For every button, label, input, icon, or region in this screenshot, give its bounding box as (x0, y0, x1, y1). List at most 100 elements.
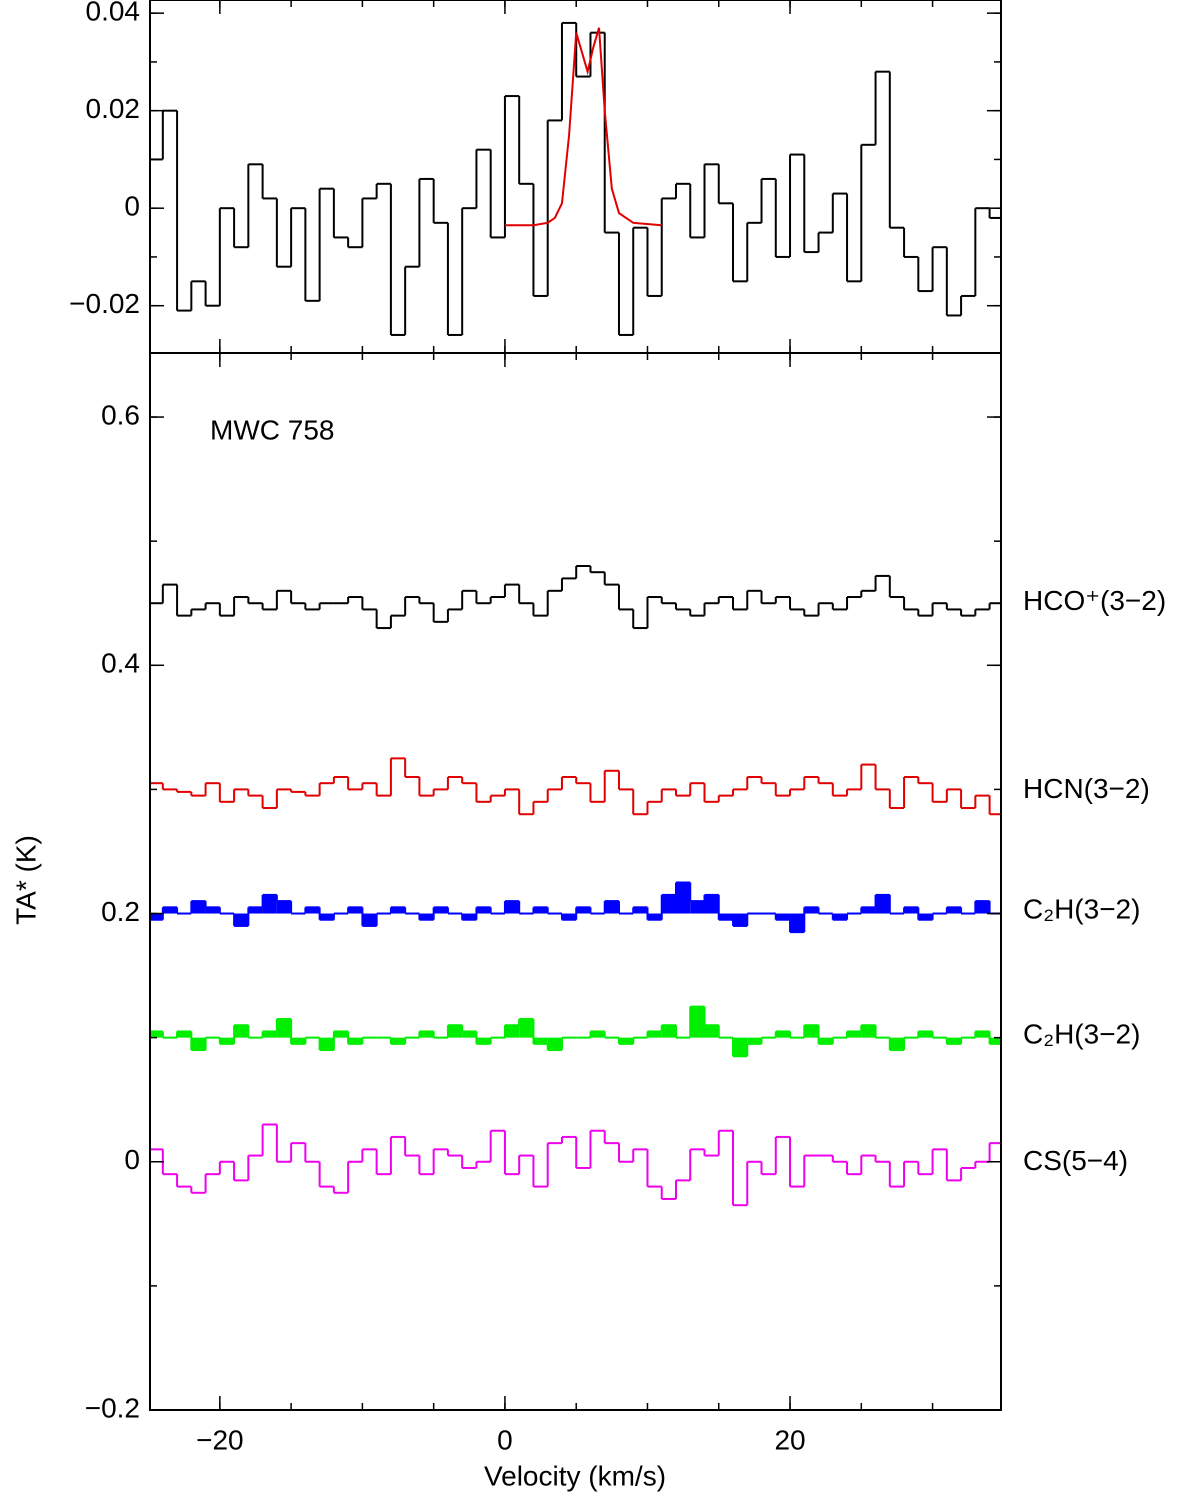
channel-fill (690, 901, 705, 914)
channel-fill (832, 913, 848, 920)
x-tick-label: 20 (774, 1424, 805, 1455)
channel-fill (262, 1031, 277, 1038)
channel-fill (333, 1031, 349, 1038)
channel-fill (390, 1037, 406, 1044)
channel-fill (234, 913, 249, 926)
y-tick-label: 0 (124, 191, 140, 222)
series-label: C₂H(3−2) (1023, 1018, 1140, 1049)
channel-fill (234, 1025, 249, 1038)
panel-frame (149, 352, 1002, 1411)
channel-fill (875, 894, 890, 914)
step-riser (161, 565, 991, 629)
channel-fill (590, 1031, 605, 1038)
channel-fill (276, 901, 292, 914)
channel-fill (576, 907, 591, 914)
channel-fill (262, 894, 277, 914)
step-riser (161, 1006, 991, 1057)
channel-fill (219, 1037, 235, 1044)
x-tick-label: 0 (497, 1424, 513, 1455)
channel-fill (561, 913, 577, 920)
x-tick-label: −20 (196, 1424, 244, 1455)
series-label: CS(5−4) (1023, 1145, 1128, 1176)
channel-fill (647, 913, 662, 920)
channel-fill (804, 1025, 819, 1038)
channel-fill (305, 907, 320, 914)
channel-fill (191, 1037, 206, 1051)
channel-fill (533, 1037, 548, 1044)
channel-fill (504, 1025, 520, 1038)
channel-fill (433, 907, 448, 914)
channel-fill (348, 1037, 363, 1044)
channel-fill (861, 1025, 876, 1038)
channel-fill (661, 1025, 676, 1038)
channel-fill (975, 1031, 990, 1038)
channel-fill (661, 894, 676, 914)
y-tick-label: −0.02 (69, 288, 140, 319)
channel-fill (889, 1037, 905, 1051)
channel-fill (790, 913, 805, 933)
channel-fill (861, 907, 876, 914)
channel-fill (747, 1037, 762, 1044)
channel-fill (276, 1019, 292, 1038)
channel-fill (904, 907, 919, 914)
channel-fill (647, 1031, 662, 1038)
channel-fill (918, 1031, 933, 1038)
step-riser (161, 22, 991, 335)
y-tick-label: 0.6 (101, 399, 140, 430)
channel-fill (390, 907, 406, 914)
channel-fill (319, 913, 334, 920)
channel-fill (476, 907, 491, 914)
series-label: C₂H(3−2) (1023, 893, 1140, 924)
y-axis-label: TA* (K) (10, 835, 41, 925)
channel-fill (547, 1037, 562, 1051)
channel-fill (804, 907, 819, 914)
channel-fill (733, 1037, 748, 1057)
channel-fill (818, 1037, 833, 1044)
channel-fill (946, 1037, 962, 1044)
channel-fill (618, 1037, 634, 1044)
channel-fill (191, 901, 206, 914)
plot-area (150, 21, 1001, 336)
channel-fill (847, 1031, 862, 1038)
channel-fill (150, 913, 163, 920)
channel-fill (177, 1031, 192, 1038)
channel-fill (704, 894, 719, 914)
channel-fill (989, 1037, 1001, 1044)
y-tick-label: 0.4 (101, 648, 140, 679)
channel-fill (504, 901, 520, 914)
channel-fill (633, 907, 648, 914)
channel-fill (533, 907, 548, 914)
channel-fill (704, 1025, 719, 1038)
channel-fill (519, 1019, 534, 1038)
channel-fill (150, 1031, 163, 1038)
channel-fill (918, 913, 933, 920)
channel-fill (775, 913, 791, 920)
channel-fill (348, 907, 363, 914)
channel-fill (419, 1031, 434, 1038)
channel-fill (775, 1031, 791, 1038)
y-tick-label: 0.02 (86, 93, 141, 124)
series-label: HCO⁺(3−2) (1023, 585, 1166, 616)
channel-fill (733, 913, 748, 926)
channel-fill (946, 907, 962, 914)
channel-fill (362, 913, 377, 926)
step-riser (161, 758, 991, 815)
channel-fill (462, 913, 477, 920)
channel-fill (975, 901, 990, 914)
x-axis-label: Velocity (km/s) (484, 1460, 666, 1491)
y-tick-label: 0 (124, 1144, 140, 1175)
annotation: MWC 758 (210, 414, 334, 445)
channel-fill (248, 907, 263, 914)
channel-fill (604, 901, 619, 914)
channel-fill (447, 1025, 463, 1038)
fit-line (504, 27, 662, 227)
channel-fill (675, 882, 691, 914)
y-tick-label: 0.04 (86, 0, 141, 27)
channel-fill (319, 1037, 334, 1051)
y-tick-label: 0.2 (101, 896, 140, 927)
y-tick-label: −0.2 (85, 1392, 140, 1423)
channel-fill (718, 913, 734, 920)
channel-fill (419, 913, 434, 920)
channel-fill (462, 1031, 477, 1038)
